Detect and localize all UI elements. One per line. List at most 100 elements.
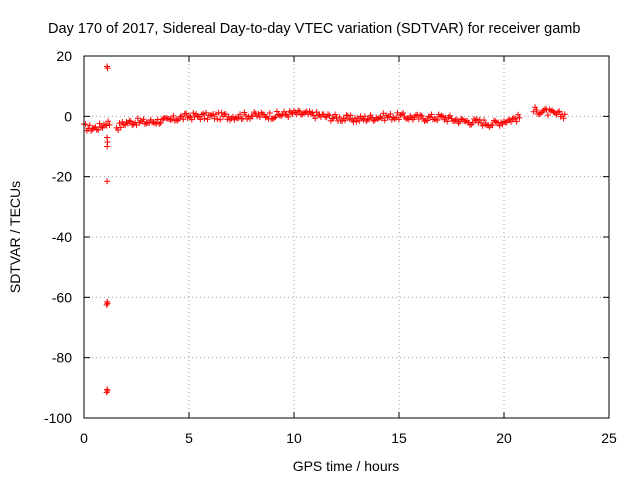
data-point: [556, 108, 563, 115]
x-axis-label: GPS time / hours: [293, 458, 400, 474]
data-point: [100, 121, 107, 128]
data-point: [201, 115, 208, 122]
data-point: [434, 117, 441, 124]
data-point: [235, 114, 242, 121]
data-point: [400, 110, 407, 117]
data-point: [104, 65, 111, 72]
data-point: [86, 122, 93, 129]
data-point: [312, 115, 319, 122]
data-point: [513, 118, 520, 125]
data-point: [342, 117, 349, 124]
data-point: [492, 118, 499, 125]
data-point: [105, 118, 112, 125]
y-axis-ticks: -100 -80 -60 -40 -20 0 20: [44, 48, 609, 426]
data-point: [313, 109, 320, 116]
data-point: [532, 104, 539, 111]
y-tick-label: -20: [52, 169, 72, 185]
data-point: [285, 114, 292, 121]
data-point: [181, 111, 188, 118]
data-point: [229, 113, 236, 120]
data-point: [204, 116, 211, 123]
data-point: [510, 115, 517, 122]
data-point: [198, 111, 205, 118]
data-point: [241, 109, 248, 116]
data-point: [507, 118, 514, 125]
data-point: [177, 113, 184, 120]
data-point: [214, 116, 221, 123]
data-point: [281, 108, 288, 115]
data-point: [309, 109, 316, 116]
x-tick-label: 20: [496, 430, 512, 446]
data-point: [370, 117, 377, 124]
data-point: [439, 113, 446, 120]
data-point: [222, 111, 229, 118]
data-point: [103, 301, 110, 308]
x-axis-ticks: 0 5 10 15 20 25: [80, 56, 617, 446]
x-tick-label: 10: [286, 430, 302, 446]
data-point: [134, 115, 141, 122]
data-point: [300, 109, 307, 116]
data-point: [295, 107, 302, 114]
data-point: [262, 114, 269, 121]
data-point: [99, 124, 106, 131]
data-point: [428, 111, 435, 118]
y-axis-label: SDTVAR / TECUs: [7, 181, 23, 293]
data-point: [106, 121, 113, 128]
data-point: [478, 120, 485, 127]
data-point: [224, 116, 231, 123]
data-point: [336, 114, 343, 121]
data-point: [259, 111, 266, 118]
data-point: [395, 116, 402, 123]
data-point: [500, 118, 507, 125]
data-point: [127, 118, 134, 125]
data-point: [347, 112, 354, 119]
data-point: [473, 116, 480, 123]
data-point: [385, 113, 392, 120]
data-point: [417, 111, 424, 118]
data-point: [549, 107, 556, 114]
data-point: [306, 108, 313, 115]
data-point: [92, 124, 99, 131]
data-point: [329, 115, 336, 122]
data-point: [173, 116, 180, 123]
data-point: [324, 111, 331, 118]
data-point: [542, 105, 549, 112]
data-point: [432, 116, 439, 123]
data-point: [418, 112, 425, 119]
data-point: [159, 116, 166, 123]
data-point: [140, 116, 147, 123]
data-point: [256, 113, 263, 120]
data-point: [273, 108, 280, 115]
data-point: [387, 111, 394, 118]
y-tick-label: -100: [44, 410, 72, 426]
data-point: [424, 117, 431, 124]
data-point: [512, 115, 519, 122]
data-point: [516, 114, 523, 121]
data-point: [482, 121, 489, 128]
data-point: [489, 122, 496, 129]
y-tick-label: -60: [52, 289, 72, 305]
data-point: [293, 111, 300, 118]
y-tick-label: 20: [56, 48, 72, 64]
chart-title: Day 170 of 2017, Sidereal Day-to-day VTE…: [48, 21, 580, 37]
data-point: [446, 112, 453, 119]
x-tick-label: 15: [391, 430, 407, 446]
x-tick-label: 25: [601, 430, 617, 446]
data-point: [377, 114, 384, 121]
data-point: [361, 113, 368, 120]
data-point: [296, 108, 303, 115]
data-point: [330, 115, 337, 122]
data-point: [381, 117, 388, 124]
data-point: [266, 110, 273, 117]
data-point: [96, 120, 103, 127]
data-point: [438, 112, 445, 119]
data-point: [180, 116, 187, 123]
data-point: [95, 126, 102, 133]
y-tick-label: 0: [64, 108, 72, 124]
x-tick-label: 5: [185, 430, 193, 446]
data-point: [237, 111, 244, 118]
data-point: [515, 111, 522, 118]
data-point: [422, 117, 429, 124]
